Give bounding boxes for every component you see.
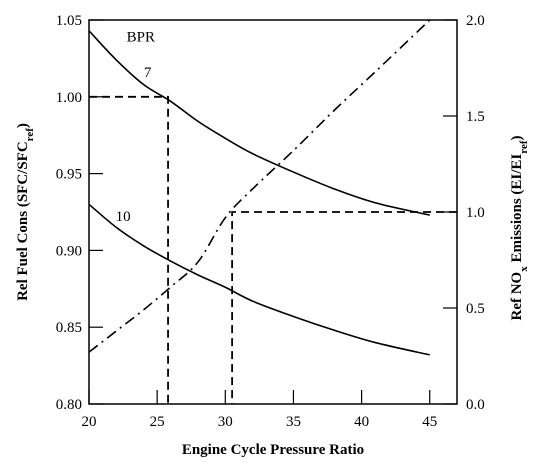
x-tick-label-20: 20 bbox=[82, 414, 97, 430]
reference-line-2 bbox=[231, 211, 457, 404]
y-tick-label-1.00: 1.00 bbox=[56, 90, 82, 106]
tick-marks bbox=[88, 19, 457, 405]
annotations: BPR 7 10 bbox=[116, 30, 155, 226]
y-tick-label-1.05: 1.05 bbox=[56, 13, 82, 29]
x-tick-label-25: 25 bbox=[150, 414, 165, 430]
y-tick-label-0.90: 0.90 bbox=[56, 243, 82, 259]
y2-axis-title-close: ) bbox=[509, 135, 525, 140]
y2-axis-title-mid: Emissions (EI/EI bbox=[509, 154, 525, 267]
x-tick-label-45: 45 bbox=[422, 414, 437, 430]
y2-tick-label-0.0: 0.0 bbox=[466, 397, 485, 413]
y2-axis-title-sub1: x bbox=[518, 266, 530, 272]
y-axis-title-main: Rel Fuel Cons (SFC/SFC bbox=[15, 141, 31, 301]
y2-tick-label-2.0: 2.0 bbox=[466, 13, 485, 29]
y2-axis-title-pre: Ref NO bbox=[509, 272, 525, 321]
series-line-nox-emissions bbox=[88, 19, 431, 353]
y2-axis-title: Ref NOx Emissions (EI/EIref) bbox=[509, 135, 530, 320]
annotation-10: 10 bbox=[116, 209, 131, 225]
series-line-bpr-7 bbox=[88, 30, 430, 216]
y-axis-title: Rel Fuel Cons (SFC/SFCref) bbox=[15, 123, 36, 301]
y2-tick-label-0.5: 0.5 bbox=[466, 301, 485, 317]
tick-labels: 20 25 30 35 40 45 0.80 0.85 0.90 0.95 1.00 1.05 0.0 0… bbox=[56, 13, 485, 430]
y-axis-title-sub: ref bbox=[24, 128, 36, 142]
x-tick-label-40: 40 bbox=[354, 414, 369, 430]
x-tick-label-30: 30 bbox=[218, 414, 233, 430]
reference-lines bbox=[89, 95, 457, 404]
y2-tick-label-1.5: 1.5 bbox=[466, 109, 485, 125]
y2-tick-label-1.0: 1.0 bbox=[466, 205, 485, 221]
annotation-7: 7 bbox=[144, 65, 152, 81]
series-layer bbox=[88, 19, 431, 356]
reference-line-1 bbox=[89, 95, 169, 404]
x-axis-title: Engine Cycle Pressure Ratio bbox=[182, 442, 364, 458]
y-tick-label-0.85: 0.85 bbox=[56, 320, 82, 336]
annotation-bpr: BPR bbox=[127, 30, 155, 46]
y-tick-label-0.95: 0.95 bbox=[56, 167, 82, 183]
y-axis-title-close: ) bbox=[15, 123, 31, 128]
series-line-bpr-10 bbox=[88, 203, 430, 356]
y-tick-label-0.80: 0.80 bbox=[56, 397, 82, 413]
x-tick-label-35: 35 bbox=[286, 414, 301, 430]
y2-axis-title-sub2: ref bbox=[518, 140, 530, 154]
